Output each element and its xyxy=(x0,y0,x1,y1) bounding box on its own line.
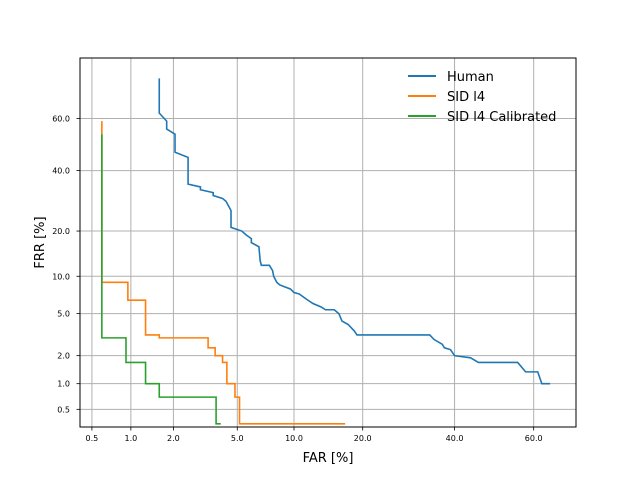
grid xyxy=(80,58,576,427)
y-tick-label: 5.0 xyxy=(57,310,70,319)
y-tick-label: 2.0 xyxy=(57,352,70,361)
y-tick-label: 1.0 xyxy=(57,380,70,389)
plot-frame xyxy=(79,57,577,428)
x-tick-label: 2.0 xyxy=(167,434,180,443)
x-tick-label: 20.0 xyxy=(354,434,372,443)
x-tick-label: 5.0 xyxy=(231,434,244,443)
x-tick-label: 1.0 xyxy=(124,434,137,443)
y-tick-label: 60.0 xyxy=(52,114,70,123)
legend-label: SID l4 xyxy=(447,90,485,105)
x-tick-label: 40.0 xyxy=(446,434,464,443)
y-tick-label: 10.0 xyxy=(52,272,70,281)
legend-label: SID l4 Calibrated xyxy=(447,110,556,125)
series-line-human xyxy=(158,78,551,385)
legend-label: Human xyxy=(447,70,494,85)
y-tick-label: 0.5 xyxy=(57,405,70,414)
y-tick-label: 20.0 xyxy=(52,227,70,236)
series-line-sid-l4-calibrated xyxy=(101,134,221,425)
y-tick-label: 40.0 xyxy=(52,167,70,176)
series-line-sid-l4 xyxy=(101,121,346,425)
x-tick-label: 60.0 xyxy=(525,434,543,443)
series-lines xyxy=(101,78,551,425)
x-axis-label: FAR [%] xyxy=(303,451,354,466)
axis-ticks: 0.5 1.0 2.0 5.0 10.0 20.0 40.0 60.0 0.5 1.0 2.0 5.0… xyxy=(52,114,542,443)
legend: Human SID l4 SID l4 Calibrated xyxy=(408,70,556,125)
x-tick-label: 0.5 xyxy=(86,434,99,443)
x-tick-label: 10.0 xyxy=(285,434,303,443)
y-axis-label: FRR [%] xyxy=(33,216,48,268)
